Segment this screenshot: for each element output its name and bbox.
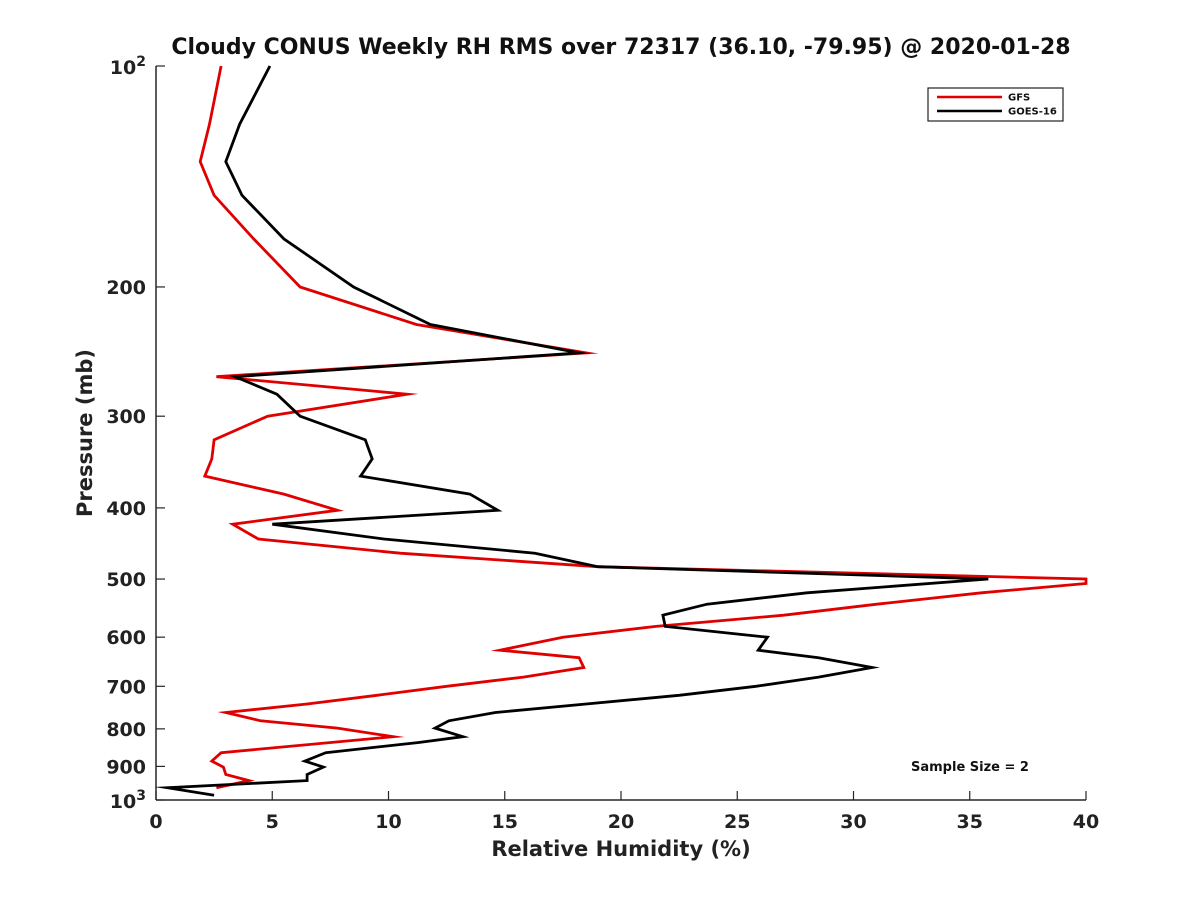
x-axis-label: Relative Humidity (%) [491,837,750,861]
series-layer [154,65,1088,797]
x-tick-label: 5 [266,811,279,833]
x-tick-label: 35 [957,811,983,833]
legend-box [927,87,1064,122]
sample-size-annotation: Sample Size = 2 [911,760,1029,775]
legend-label-gfs: GFS [1008,93,1030,104]
x-tick-label: 15 [492,811,518,833]
y-tick-label: 500 [106,569,146,591]
y-tick-label: 700 [106,676,146,698]
y-axis-label: Pressure (mb) [73,349,97,517]
x-tick-label: 30 [840,811,866,833]
series-line-goes-16 [154,65,989,797]
x-tick-label: 40 [1073,811,1099,833]
y-tick-label: 900 [106,756,146,778]
chart-title: Cloudy CONUS Weekly RH RMS over 72317 (3… [171,35,1070,60]
y-tick-label: 800 [106,719,146,741]
legend-label-goes-16: GOES-16 [1008,107,1057,118]
x-tick-label: 10 [375,811,401,833]
y-tick-label: 103 [110,788,146,813]
y-tick-label: 300 [106,406,146,428]
y-tick-label: 200 [106,277,146,299]
y-tick-label: 600 [106,627,146,649]
y-tick-label-exponent: 3 [136,788,146,804]
y-tick-label-base: 10 [110,791,136,813]
axes: 0 5 10 15 20 25 30 35 40102200300400500600700800… [106,54,1099,833]
y-tick-label-exponent: 2 [136,54,146,70]
x-tick-label: 20 [608,811,634,833]
y-tick-label-base: 10 [110,57,136,79]
x-tick-label: 0 [149,811,162,833]
legend: GFS GOES-16 [927,87,1064,122]
y-tick-label: 400 [106,498,146,520]
x-tick-label: 25 [724,811,750,833]
y-tick-label: 102 [110,54,146,79]
